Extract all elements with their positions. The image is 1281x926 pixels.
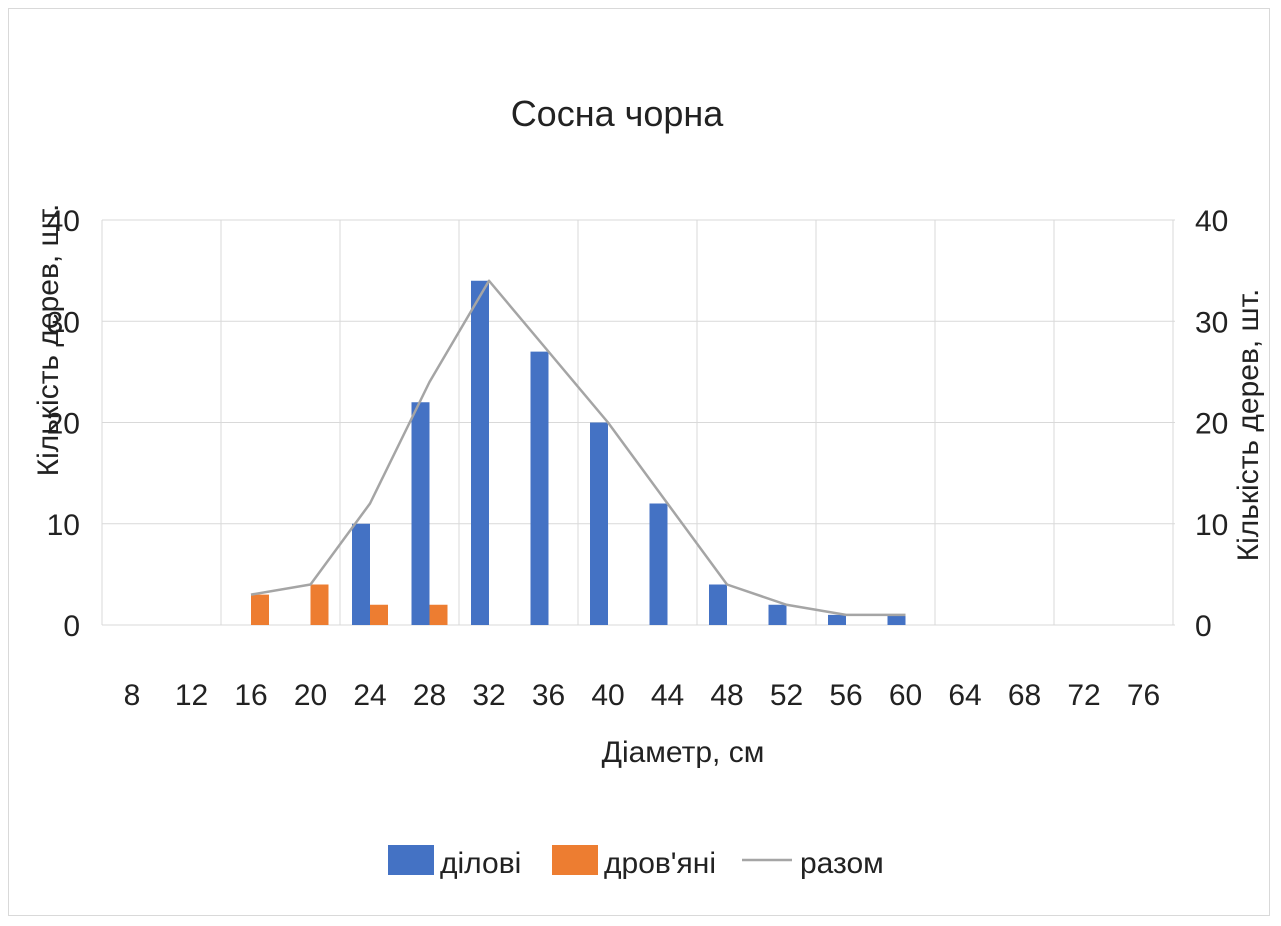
x-tick-label: 8 [124, 679, 141, 712]
bar-dilovi [352, 523, 370, 625]
bar-drovyani [310, 584, 329, 625]
bar-series [251, 280, 906, 625]
bar-dilovi [828, 614, 846, 625]
x-tick-label: 24 [353, 679, 386, 712]
x-tick-label: 52 [770, 679, 803, 712]
y-tick-left: 20 [47, 408, 80, 441]
y-axis-right-ticks: 0 10 20 30 40 [1195, 205, 1228, 643]
x-tick-label: 76 [1127, 679, 1160, 712]
x-tick-label: 16 [234, 679, 267, 712]
x-tick-label: 60 [889, 679, 922, 712]
x-axis-ticks: 8 12 16 20 24 28 32 36 40 44 48 52 56 60 64 68 72 76 [124, 679, 1161, 712]
bar-dilovi [530, 351, 549, 625]
x-tick-label: 68 [1008, 679, 1041, 712]
x-tick-label: 64 [948, 679, 981, 712]
y-tick-right: 40 [1195, 205, 1228, 238]
chart-frame [8, 8, 1270, 916]
y-tick-right: 0 [1195, 610, 1212, 643]
chart-title: Сосна чорна [511, 93, 725, 134]
x-tick-label: 72 [1067, 679, 1100, 712]
bar-dilovi [411, 402, 430, 625]
y-axis-left-ticks: 0 10 20 30 40 [47, 205, 80, 643]
bar-dilovi [887, 614, 906, 625]
legend-swatch [552, 845, 598, 875]
bar-drovyani [370, 604, 388, 625]
x-tick-label: 40 [591, 679, 624, 712]
y-tick-right: 20 [1195, 408, 1228, 441]
x-tick-label: 56 [829, 679, 862, 712]
bar-dilovi [590, 422, 608, 625]
line-razom [250, 279, 906, 617]
bar-dilovi [649, 503, 668, 625]
line-series [250, 279, 906, 617]
y-tick-right: 30 [1195, 306, 1228, 339]
bar-dilovi [471, 280, 489, 625]
x-tick-label: 32 [472, 679, 505, 712]
y-axis-left-label: Кількість дерев, шт. [32, 204, 65, 477]
bar-dilovi [768, 604, 787, 625]
legend: ділові дров'яні разом [388, 845, 884, 880]
bar-drovyani [429, 604, 448, 625]
x-tick-label: 48 [710, 679, 743, 712]
x-tick-label: 28 [413, 679, 446, 712]
legend-label: дров'яні [604, 847, 716, 880]
grid-lines [101, 219, 1175, 626]
y-axis-right-label: Кількість дерев, шт. [1232, 289, 1265, 562]
y-tick-left: 0 [63, 610, 80, 643]
bar-dilovi [709, 584, 727, 625]
x-axis-label: Діаметр, см [602, 736, 765, 769]
legend-label: ділові [440, 847, 521, 880]
legend-swatch [388, 845, 434, 875]
y-tick-left: 40 [47, 205, 80, 238]
legend-label: разом [800, 847, 884, 880]
y-tick-left: 10 [47, 509, 80, 542]
bar-drovyani [251, 594, 269, 625]
x-tick-label: 44 [651, 679, 684, 712]
x-tick-label: 20 [294, 679, 327, 712]
y-tick-right: 10 [1195, 509, 1228, 542]
x-tick-label: 36 [532, 679, 565, 712]
y-tick-left: 30 [47, 306, 80, 339]
x-tick-label: 12 [175, 679, 208, 712]
